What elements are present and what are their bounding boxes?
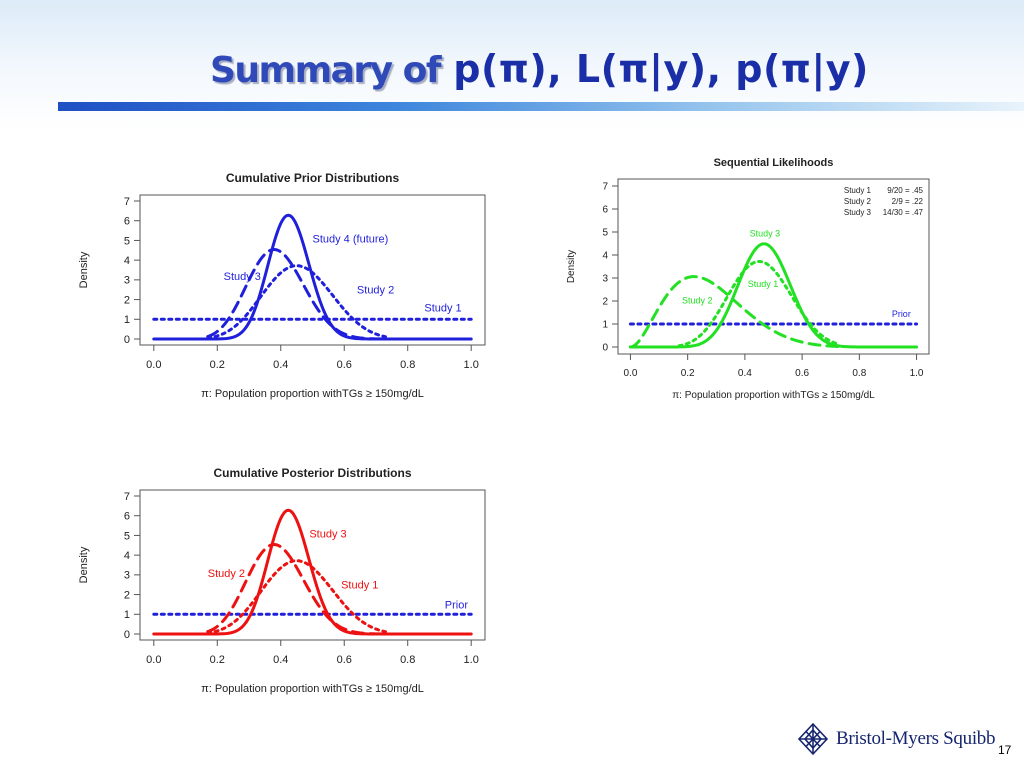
x-tick-label: 0.6 xyxy=(337,654,352,666)
y-tick-label: 4 xyxy=(602,251,608,262)
y-tick-label: 2 xyxy=(124,589,130,601)
legend-item-value: 2/9 = .22 xyxy=(892,197,924,206)
slide-title: Summary of p(π), L(π|y), p(π|y) xyxy=(210,44,869,96)
y-axis-label: Density xyxy=(566,250,577,283)
x-tick-label: 0.4 xyxy=(273,654,288,666)
x-tick-label: 0.2 xyxy=(210,359,225,371)
series-label-study-2: Study 2 xyxy=(208,568,245,580)
x-axis-label: π: Population proportion withTGs ≥ 150mg… xyxy=(672,390,875,401)
plot-frame xyxy=(139,194,486,346)
legend-item-name: Study 2 xyxy=(844,197,872,206)
y-tick-label: 0 xyxy=(602,343,608,354)
y-tick-label: 7 xyxy=(124,196,130,208)
title-underline-bar xyxy=(58,102,1024,111)
sequential-likelihoods-chart: Sequential Likelihoods 0.0 0.2 0.4 0.6 0.8 1.0… xyxy=(566,157,930,401)
company-logo: Bristol-Myers Squibb xyxy=(796,722,996,758)
y-tick-label: 3 xyxy=(602,274,608,285)
legend-item-name: Study 1 xyxy=(844,186,872,195)
chart-title: Cumulative Posterior Distributions xyxy=(213,466,411,480)
x-tick-label: 0.6 xyxy=(337,359,352,371)
y-tick-label: 2 xyxy=(124,294,130,306)
y-tick-label: 2 xyxy=(602,297,608,308)
y-tick-label: 4 xyxy=(124,255,130,267)
plot-frame xyxy=(617,178,930,355)
legend-item-value: 14/30 = .47 xyxy=(883,208,924,217)
y-tick-label: 4 xyxy=(124,550,130,562)
series-line-study-2 xyxy=(628,275,841,349)
x-axis-label: π: Population proportion withTGs ≥ 150mg… xyxy=(201,388,424,400)
x-tick-label: 1.0 xyxy=(464,359,479,371)
y-tick-label: 3 xyxy=(124,570,130,582)
x-tick-label: 0.8 xyxy=(400,359,415,371)
series-line-study-1 xyxy=(677,259,841,348)
series-line-study-2 xyxy=(206,264,387,340)
x-axis-label: π: Population proportion withTGs ≥ 150mg… xyxy=(201,683,424,695)
y-tick-label: 1 xyxy=(602,320,608,331)
page-number: 17 xyxy=(998,743,1012,757)
series-label-prior: Prior xyxy=(892,309,911,319)
x-tick-label: 0.0 xyxy=(146,359,161,371)
x-tick-label: 0.0 xyxy=(146,654,161,666)
x-tick-label: 0.4 xyxy=(738,368,752,379)
series-line-study-1 xyxy=(206,559,387,635)
y-tick-label: 6 xyxy=(124,511,130,523)
bms-logo-icon xyxy=(797,722,829,756)
series-label-study-2: Study 2 xyxy=(357,285,394,297)
x-tick-label: 0.0 xyxy=(623,368,637,379)
slide-title-formula: p(π), L(π|y), p(π|y) xyxy=(453,47,869,91)
chart-title: Sequential Likelihoods xyxy=(714,157,834,169)
y-tick-label: 5 xyxy=(124,235,130,247)
series-line-study-3 xyxy=(628,242,919,349)
chart-title: Cumulative Prior Distributions xyxy=(226,171,400,185)
series-line-study-4-future xyxy=(152,213,473,341)
logo-text: Bristol-Myers Squibb xyxy=(836,728,996,749)
plot-frame xyxy=(139,489,486,641)
y-tick-label: 3 xyxy=(124,275,130,287)
y-tick-label: 7 xyxy=(124,491,130,503)
cumulative-posterior-chart: Cumulative Posterior Distributions 0.0 0.2… xyxy=(78,466,486,695)
y-tick-label: 5 xyxy=(602,228,608,239)
x-tick-label: 0.8 xyxy=(400,654,415,666)
series-label-study-3: Study 3 xyxy=(750,229,781,239)
legend-item-value: 9/20 = .45 xyxy=(887,186,923,195)
y-tick-label: 1 xyxy=(124,609,130,621)
y-tick-label: 7 xyxy=(602,182,608,193)
x-tick-label: 1.0 xyxy=(910,368,924,379)
y-tick-label: 5 xyxy=(124,530,130,542)
series-label-study-1: Study 1 xyxy=(341,580,378,592)
y-tick-label: 6 xyxy=(124,216,130,228)
series-label-study-4-future: Study 4 (future) xyxy=(313,233,389,245)
x-tick-label: 0.2 xyxy=(681,368,695,379)
series-line-study-3 xyxy=(152,508,473,636)
cumulative-prior-chart: Cumulative Prior Distributions 0.0 0.2 0.4 0… xyxy=(78,171,486,400)
series-label-study-2: Study 2 xyxy=(682,295,713,305)
series-label-prior: Prior xyxy=(445,599,469,611)
x-tick-label: 0.8 xyxy=(852,368,866,379)
x-tick-label: 0.2 xyxy=(210,654,225,666)
series-label-study-1: Study 1 xyxy=(424,302,461,314)
y-axis-label: Density xyxy=(78,251,90,288)
series-label-study-3: Study 3 xyxy=(224,271,261,283)
x-tick-label: 1.0 xyxy=(464,654,479,666)
series-label-study-3: Study 3 xyxy=(309,528,346,540)
y-tick-label: 0 xyxy=(124,629,130,641)
slide-title-lead: Summary of xyxy=(210,50,442,91)
y-tick-label: 0 xyxy=(124,334,130,346)
y-tick-label: 1 xyxy=(124,314,130,326)
y-tick-label: 6 xyxy=(602,205,608,216)
y-axis-label: Density xyxy=(78,546,90,583)
legend-item-name: Study 3 xyxy=(844,208,872,217)
series-label-study-1: Study 1 xyxy=(748,279,779,289)
x-tick-label: 0.6 xyxy=(795,368,809,379)
x-tick-label: 0.4 xyxy=(273,359,288,371)
